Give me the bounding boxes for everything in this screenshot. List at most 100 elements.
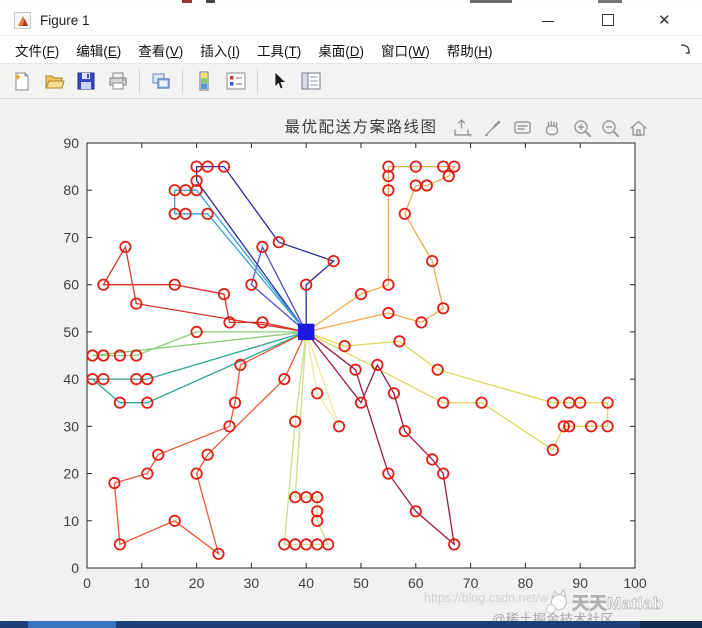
- customer-node: [141, 467, 154, 480]
- svg-text:70: 70: [63, 229, 79, 245]
- svg-text:30: 30: [63, 418, 79, 434]
- customer-node: [86, 372, 99, 386]
- axes-toolbar-pan-icon[interactable]: [545, 120, 559, 136]
- customer-node: [201, 448, 214, 461]
- customer-node: [382, 160, 395, 173]
- svg-text:50: 50: [63, 324, 79, 340]
- customer-node: [272, 236, 285, 249]
- route-2: [250, 245, 307, 333]
- customer-node: [398, 207, 411, 220]
- axes-toolbar-export-icon[interactable]: [454, 119, 472, 137]
- svg-text:10: 10: [134, 575, 150, 591]
- maximize-button[interactable]: [588, 5, 628, 35]
- svg-text:80: 80: [63, 182, 79, 198]
- route-7: [305, 331, 340, 427]
- menu-item-h[interactable]: 帮助(H): [446, 43, 493, 59]
- customer-node: [409, 179, 422, 192]
- svg-text:90: 90: [572, 575, 588, 591]
- axis-ticks: [86, 142, 636, 569]
- print-figure-button[interactable]: [105, 68, 131, 94]
- axes-toolbar-zoom-in-icon[interactable]: [574, 120, 591, 137]
- customer-node: [382, 184, 395, 197]
- insert-legend-icon: [226, 72, 246, 90]
- customer-node: [426, 453, 439, 466]
- customer-node: [223, 420, 236, 433]
- customer-node: [311, 387, 324, 400]
- customer-node: [415, 316, 428, 329]
- customer-node: [300, 278, 313, 291]
- customer-node: [289, 415, 302, 428]
- customer-node: [382, 306, 395, 320]
- customer-node: [601, 396, 614, 409]
- watermark-url: https://blog.csdn.net/w: [424, 591, 549, 605]
- customer-node: [217, 288, 231, 301]
- toolbar-separator: [139, 69, 140, 93]
- menu-item-t[interactable]: 工具(T): [257, 43, 302, 59]
- minimize-button[interactable]: [528, 5, 568, 35]
- svg-text:50: 50: [353, 575, 369, 591]
- customer-node: [382, 467, 395, 480]
- axes-toolbar-brush-icon[interactable]: [485, 120, 501, 136]
- link-plot-button[interactable]: [148, 68, 174, 94]
- insert-colorbar-button[interactable]: [191, 68, 217, 94]
- close-button[interactable]: ✕: [658, 12, 671, 29]
- background-window-artifacts: [0, 0, 702, 5]
- artifact: [598, 0, 622, 3]
- menu-item-i[interactable]: 插入(I): [200, 43, 241, 59]
- artifact: [206, 0, 215, 3]
- toolbar-separator: [257, 69, 258, 93]
- customer-node: [601, 420, 614, 433]
- customer-node: [409, 505, 422, 518]
- toolbar-separator: [182, 69, 183, 93]
- axes-toolbar-home-icon[interactable]: [630, 120, 647, 136]
- customer-node: [289, 491, 302, 504]
- artifact: [182, 0, 192, 3]
- svg-text:0: 0: [71, 560, 79, 576]
- customer-node: [130, 349, 143, 362]
- property-inspector-button[interactable]: [298, 68, 324, 94]
- route-3: [174, 189, 307, 333]
- customer-node: [574, 396, 587, 409]
- menu-item-w[interactable]: 窗口(W): [381, 43, 430, 59]
- new-figure-button[interactable]: [9, 68, 35, 94]
- svg-text:60: 60: [63, 277, 79, 293]
- customer-node: [234, 358, 247, 371]
- customer-node: [382, 170, 395, 183]
- open-file-button[interactable]: [41, 68, 67, 94]
- axes-toolbar-datatip-icon[interactable]: [514, 121, 531, 134]
- edit-plot-button[interactable]: [266, 68, 292, 94]
- route-8: [305, 331, 609, 451]
- customer-node: [398, 424, 411, 438]
- figure-canvas: 0 10 20 30 40 50 60 70 80 90 100 0 10 20 30 40 50 60 70 80 9…: [0, 99, 702, 627]
- svg-text:70: 70: [463, 575, 479, 591]
- customer-node: [86, 349, 99, 362]
- customer-nodes: [86, 160, 614, 560]
- menu-item-e[interactable]: 编辑(E): [76, 43, 122, 59]
- customer-node: [130, 372, 143, 386]
- save-figure-button[interactable]: [73, 68, 99, 94]
- menu-item-f[interactable]: 文件(F): [15, 43, 60, 59]
- matlab-app-icon: [14, 12, 31, 29]
- link-plot-icon: [152, 73, 170, 89]
- insert-legend-button[interactable]: [223, 68, 249, 94]
- customer-node: [338, 340, 351, 353]
- customer-node: [190, 467, 203, 480]
- svg-text:10: 10: [63, 513, 79, 529]
- customer-node: [585, 420, 598, 433]
- menu-item-v[interactable]: 查看(V): [138, 43, 184, 59]
- watermark-brand: 天天Matlab: [572, 594, 664, 613]
- dock-arrow-icon[interactable]: [678, 42, 694, 58]
- customer-node: [563, 420, 576, 433]
- watermark-community: @稀土掘金技术社区: [492, 612, 614, 621]
- customer-node: [168, 184, 181, 197]
- svg-text:90: 90: [63, 135, 79, 151]
- customer-node: [546, 443, 559, 456]
- customer-node: [108, 476, 121, 490]
- customer-node: [332, 420, 346, 433]
- svg-text:40: 40: [63, 371, 79, 387]
- axes-toolbar-zoom-out-icon[interactable]: [602, 120, 619, 137]
- insert-colorbar-icon: [199, 71, 209, 91]
- svg-text:80: 80: [518, 575, 534, 591]
- menu-item-d[interactable]: 桌面(D): [318, 43, 365, 59]
